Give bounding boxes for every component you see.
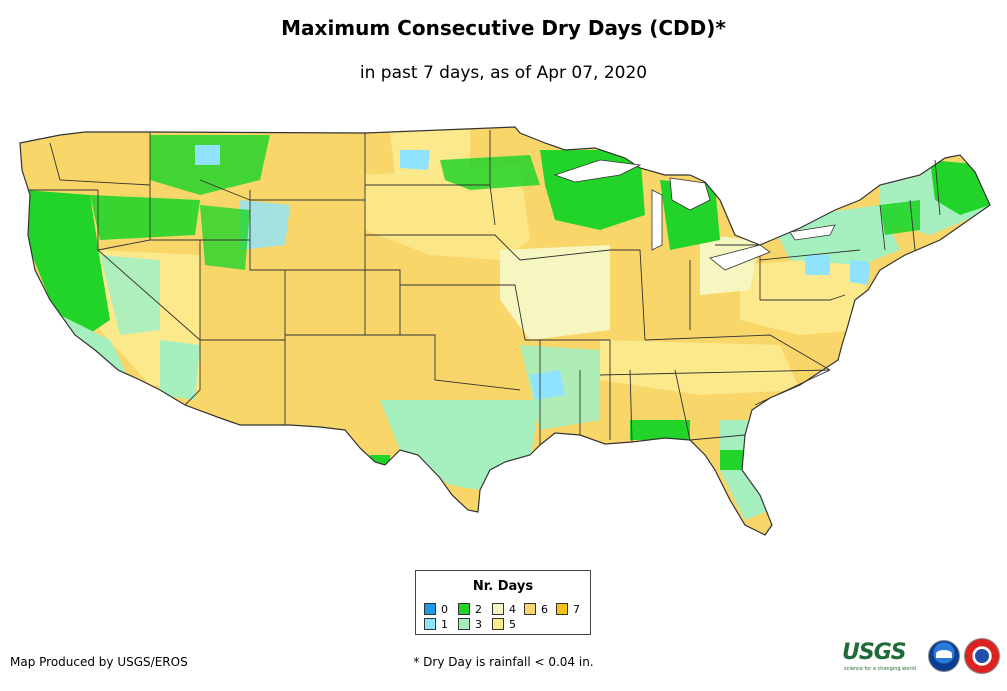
- legend-title: Nr. Days: [472, 579, 534, 594]
- legend-item-7: 7: [556, 603, 580, 616]
- legend-label-6: 6: [541, 603, 548, 616]
- great-lakes: [553, 159, 836, 271]
- legend-swatch-7: [556, 603, 568, 615]
- legend-label-4: 4: [509, 603, 516, 616]
- legend-item-3: 3: [458, 618, 482, 631]
- map-subtitle: in past 7 days, as of Apr 07, 2020: [359, 63, 648, 83]
- legend-label-5: 5: [509, 618, 516, 631]
- nws-logo-icon: [964, 638, 1000, 674]
- legend-label-7: 7: [573, 603, 580, 616]
- legend-label-3: 3: [475, 618, 482, 631]
- legend: Nr. Days 0 1 2 3 4 5 6 7: [415, 570, 591, 635]
- legend-swatch-3: [458, 618, 470, 630]
- legend-item-5: 5: [492, 618, 516, 631]
- state-borders: [19, 126, 991, 536]
- legend-item-6: 6: [524, 603, 548, 616]
- legend-swatch-2: [458, 603, 470, 615]
- producer-credit: Map Produced by USGS/EROS: [10, 655, 188, 669]
- dry-day-footnote: * Dry Day is rainfall < 0.04 in.: [413, 655, 594, 669]
- usgs-tagline: science for a changing world: [844, 666, 916, 672]
- agency-logos: USGS science for a changing world: [842, 638, 1002, 676]
- legend-item-0: 0: [424, 603, 448, 616]
- map-title: Maximum Consecutive Dry Days (CDD)*: [281, 16, 726, 40]
- legend-item-4: 4: [492, 603, 516, 616]
- legend-swatch-6: [524, 603, 536, 615]
- legend-swatch-1: [424, 618, 436, 630]
- legend-label-0: 0: [441, 603, 448, 616]
- legend-swatch-0: [424, 603, 436, 615]
- noaa-logo-icon: [928, 640, 960, 672]
- legend-item-1: 1: [424, 618, 448, 631]
- legend-label-1: 1: [441, 618, 448, 631]
- legend-item-2: 2: [458, 603, 482, 616]
- legend-label-2: 2: [475, 603, 482, 616]
- legend-swatch-5: [492, 618, 504, 630]
- usgs-logo: USGS: [842, 640, 907, 665]
- legend-swatch-4: [492, 603, 504, 615]
